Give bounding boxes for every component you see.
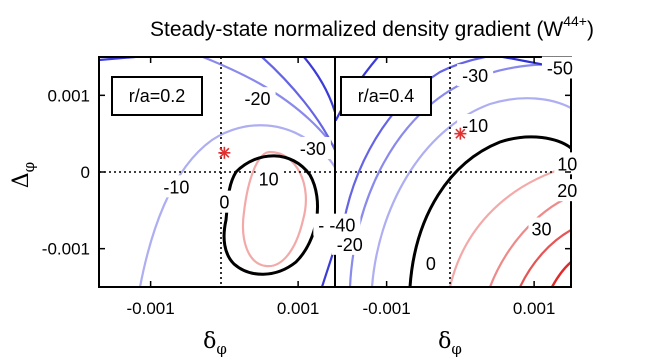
contour-line-20-right — [488, 194, 571, 287]
contour-label: -30 — [300, 139, 326, 159]
contour-label: 10 — [259, 170, 279, 190]
panel-label-box-right — [340, 76, 432, 116]
contour-label-bg — [216, 190, 233, 213]
contour-label-bg — [294, 137, 331, 159]
x-tick-label: 0.001 — [513, 299, 556, 318]
contour-line-neg20-right — [348, 63, 571, 287]
contour-label-bg — [457, 64, 494, 87]
contour-line-neg10-left — [138, 124, 335, 287]
panel-label-box-left — [111, 76, 203, 116]
chart-title: Steady-state normalized density gradient… — [150, 13, 594, 41]
contour-label: -10 — [163, 177, 189, 197]
contour-line-10-left — [241, 150, 308, 268]
contour-label-bg — [324, 213, 361, 236]
contour-label: 0 — [426, 254, 436, 274]
contour-label: -20 — [245, 89, 271, 109]
panel-label-right: r/a=0.4 — [358, 86, 415, 106]
contour-label-bg — [528, 217, 555, 240]
contour-label: -30 — [462, 66, 488, 86]
y-axis-label: Δφ — [9, 162, 38, 188]
contour-line-0-left — [222, 154, 320, 276]
marker-star-stroke — [455, 128, 466, 139]
marker-left — [218, 146, 231, 159]
contour-line-30-right — [518, 228, 571, 287]
contour-line-40-right — [550, 260, 571, 287]
contour-label-bg — [554, 152, 581, 175]
contour-line-0-right — [408, 135, 571, 287]
panel-right: r/a=0.4 -50 -30 -10 10 20 30 0 -20-40 — [324, 56, 581, 288]
contour-label: -20 — [337, 235, 363, 255]
contour-line-neg40-left — [302, 57, 335, 114]
contour-label-bg — [554, 179, 581, 202]
contour-labels-right: -50 -30 -10 10 20 30 0 -20-40 — [324, 56, 581, 274]
title-superscript: 44+ — [563, 13, 587, 29]
y-tick-label: 0.001 — [47, 86, 90, 105]
contour-label-bg — [158, 175, 195, 198]
contour-label: -10 — [462, 116, 488, 136]
contour-label: -50 — [547, 59, 573, 79]
x-axis-label-left: δφ — [203, 329, 227, 358]
contour-label: 30 — [531, 220, 551, 240]
contour-line-10-right — [448, 164, 571, 287]
contour-label-bg — [541, 56, 578, 79]
contour-label-bg — [422, 252, 439, 274]
marker-right — [454, 127, 467, 140]
contour-label-bg — [255, 167, 282, 190]
contour-label: 20 — [557, 181, 577, 201]
x-axis-label-right: δφ — [438, 329, 462, 358]
axis-ticks: 0.001 0 -0.001 -0.001 0.001 -0.001 0.001 — [42, 57, 571, 318]
contour-label: 10 — [557, 154, 577, 174]
contour-label-bg — [239, 87, 276, 110]
x-tick-label: -0.001 — [127, 299, 175, 318]
x-tick-label: -0.001 — [363, 299, 411, 318]
y-tick-label: 0 — [81, 163, 90, 182]
contour-label-bg — [331, 232, 368, 255]
panel-label-left: r/a=0.2 — [129, 86, 186, 106]
contour-label-bg — [457, 114, 494, 136]
marker-star-stroke — [219, 147, 230, 158]
contour-label: 0 — [219, 193, 229, 213]
contour-label: -40 — [329, 216, 355, 236]
y-tick-label: -0.001 — [42, 240, 90, 259]
x-tick-label: 0.001 — [277, 299, 320, 318]
